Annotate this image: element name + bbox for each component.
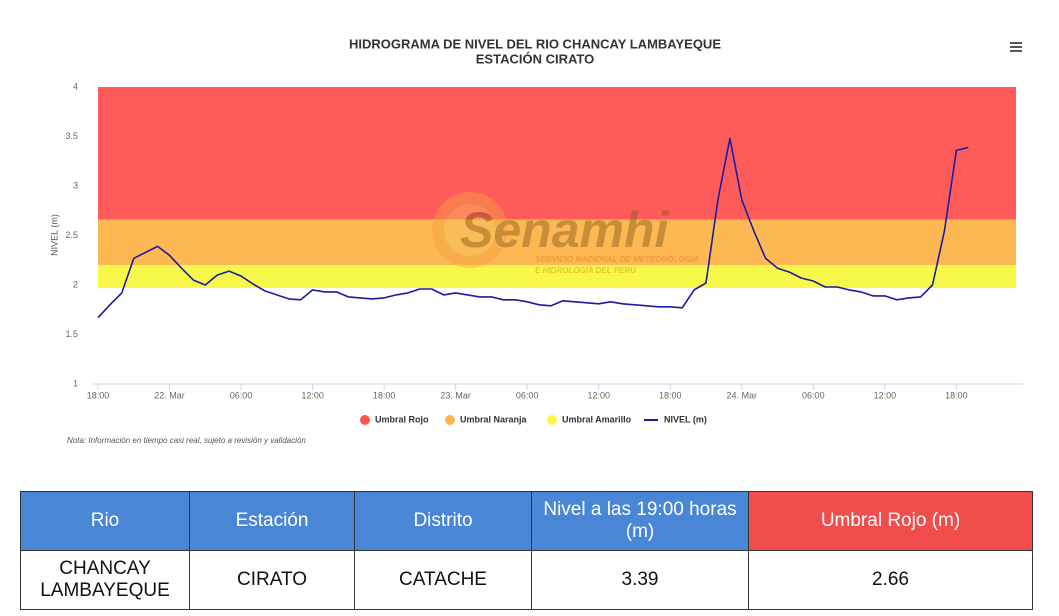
y-tick-label: 1.5: [65, 329, 78, 339]
header-cell: Umbral Rojo (m): [748, 491, 1033, 551]
legend-label: NIVEL (m): [664, 414, 707, 424]
watermark-logo: [432, 192, 508, 268]
chart-subtitle: ESTACIÓN CIRATO: [476, 51, 594, 66]
x-tick-label: 22. Mar: [154, 390, 185, 400]
header-cell: Distrito: [354, 491, 532, 551]
threshold-band: [98, 219, 1016, 266]
x-tick-label: 18:00: [945, 390, 968, 400]
y-tick-label: 3: [73, 180, 78, 190]
y-axis-label: NIVEL (m): [49, 214, 59, 256]
header-cell: Rio: [20, 491, 190, 551]
y-tick-label: 2.5: [65, 230, 78, 240]
y-tick-label: 2: [73, 279, 78, 289]
chart-title: HIDROGRAMA DE NIVEL DEL RIO CHANCAY LAMB…: [349, 36, 721, 51]
chart: HIDROGRAMA DE NIVEL DEL RIO CHANCAY LAMB…: [49, 36, 1024, 445]
watermark: Senamhi SERVICIO NACIONAL DE METEOROLOGÍ…: [432, 192, 699, 275]
x-tick-label: 12:00: [301, 390, 324, 400]
cell: CATACHE: [354, 550, 532, 610]
cell: CHANCAY LAMBAYEQUE: [20, 550, 190, 610]
watermark-line: E HIDROLOGÍA DEL PERÚ: [535, 266, 636, 275]
x-tick-label: 06:00: [516, 390, 539, 400]
legend-label: Umbral Amarillo: [562, 414, 632, 424]
legend-item[interactable]: Umbral Naranja: [445, 414, 528, 425]
x-tick-label: 18:00: [87, 390, 110, 400]
header-cell: Estación: [189, 491, 355, 551]
legend-item[interactable]: Umbral Rojo: [360, 414, 429, 425]
menu-button[interactable]: [1008, 40, 1024, 56]
cell: 2.66: [748, 550, 1033, 610]
x-tick-label: 12:00: [587, 390, 610, 400]
header-cell: Nivel a las 19:00 horas (m): [531, 491, 749, 551]
watermark-name: Senamhi: [460, 202, 670, 258]
x-tick-label: 23. Mar: [440, 390, 471, 400]
x-tick-label: 18:00: [659, 390, 682, 400]
x-tick-label: 24. Mar: [727, 390, 758, 400]
x-tick-label: 06:00: [802, 390, 825, 400]
threshold-band: [98, 87, 1016, 220]
plot-area: 1 1.5 2 2.5 3 3.5 4 18:00 22. Mar 06:00 12:00 18:00…: [65, 81, 1023, 400]
legend-item[interactable]: Umbral Amarillo: [547, 414, 632, 425]
y-tick-label: 4: [73, 81, 78, 91]
table-row: CHANCAY LAMBAYEQUE CIRATO CATACHE 3.39 2…: [20, 550, 1033, 610]
data-table: Rio Estación Distrito Nivel a las 19:00 …: [20, 491, 1033, 610]
legend: Umbral Rojo Umbral Naranja Umbral Amarillo…: [360, 414, 707, 425]
cell: 3.39: [531, 550, 749, 610]
legend-symbol: [360, 415, 370, 425]
note: Nota: Información en tiempo casi real, s…: [67, 436, 306, 445]
cell: CIRATO: [189, 550, 355, 610]
x-tick-label: 12:00: [874, 390, 897, 400]
legend-label: Umbral Naranja: [460, 414, 528, 424]
x-tick-label: 18:00: [373, 390, 396, 400]
x-tick-label: 06:00: [230, 390, 253, 400]
legend-symbol: [445, 415, 455, 425]
watermark-line: SERVICIO NACIONAL DE METEOROLOGÍA: [535, 255, 699, 264]
level-line: [97, 137, 969, 319]
legend-label: Umbral Rojo: [375, 414, 429, 424]
y-tick-label: 3.5: [65, 131, 78, 141]
y-tick-label: 1: [73, 378, 78, 388]
legend-item[interactable]: NIVEL (m): [644, 414, 707, 424]
legend-symbol: [547, 415, 557, 425]
table-header: Rio Estación Distrito Nivel a las 19:00 …: [20, 491, 1033, 551]
